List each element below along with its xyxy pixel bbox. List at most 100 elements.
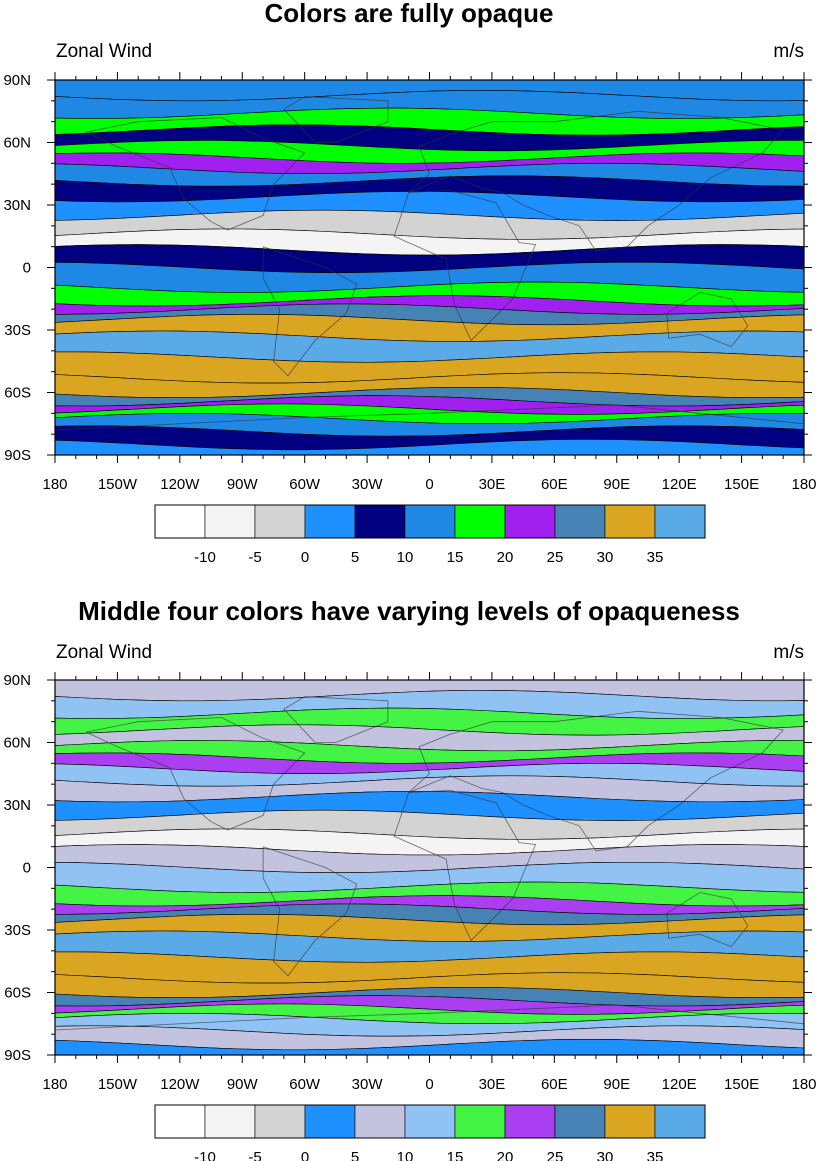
- colorbar-swatch: [254, 504, 306, 539]
- x-tick-label: 30E: [479, 476, 506, 493]
- colorbar-label: 20: [497, 549, 514, 566]
- colorbar-label: 30: [597, 1149, 614, 1161]
- colorbar-swatch: [404, 504, 456, 539]
- panel-1: 180 150W 120W 90W 60W 30W 0 30E 60E 90E 120E 150E 18…: [3, 72, 817, 566]
- colorbar-swatch: [404, 1104, 456, 1139]
- panel-1-title: Colors are fully opaque: [264, 0, 554, 28]
- y-tick-label: 30N: [3, 797, 31, 814]
- colorbar-label: 35: [647, 1149, 664, 1161]
- colorbar-swatch: [454, 1104, 506, 1139]
- y-tick-label: 60S: [4, 385, 31, 402]
- colorbar-frame: [154, 1104, 706, 1139]
- coastline-path: [283, 96, 389, 143]
- colorbar-label: 0: [301, 549, 309, 566]
- colorbar-label: 35: [647, 549, 664, 566]
- colorbar-label: -5: [248, 549, 261, 566]
- coastline-path: [262, 846, 358, 977]
- coastline-path: [86, 717, 306, 831]
- coastline-path: [666, 892, 749, 948]
- colorbar-label: 25: [547, 549, 564, 566]
- colorbar-label: 10: [397, 549, 414, 566]
- x-tick-label: 60E: [541, 1076, 568, 1093]
- x-tick-label: 150W: [98, 1076, 138, 1093]
- panel-2-title: Middle four colors have varying levels o…: [78, 596, 740, 626]
- colorbar-swatch: [304, 504, 356, 539]
- y-tick-label: 90N: [3, 672, 31, 689]
- panel-2: 180 150W 120W 90W 60W 30W 0 30E 60E 90E 120E 150E 18…: [3, 672, 817, 1161]
- colorbar-label: -10: [194, 1149, 216, 1161]
- x-tick-label: 90E: [603, 1076, 630, 1093]
- colorbar-swatch: [604, 1104, 656, 1139]
- x-tick-label: 60W: [289, 1076, 321, 1093]
- y-tick-label: 90S: [4, 1047, 31, 1064]
- panel-1-units-label: m/s: [773, 41, 804, 62]
- x-tick-label: 30W: [352, 1076, 384, 1093]
- colorbar-label: 10: [397, 1149, 414, 1161]
- x-tick-label: 120W: [160, 476, 200, 493]
- contour-field: [55, 680, 804, 1055]
- y-tick-label: 30N: [3, 197, 31, 214]
- colorbar-label: 20: [497, 1149, 514, 1161]
- coastline-path: [393, 189, 537, 342]
- x-tick-label: 30W: [352, 476, 384, 493]
- colorbar-label: 15: [447, 1149, 464, 1161]
- y-tick-label: 0: [23, 860, 31, 877]
- y-tick-label: 0: [23, 260, 31, 277]
- colorbar-swatch: [204, 1104, 256, 1139]
- colorbar-swatch: [354, 1104, 406, 1139]
- x-tick-label: 180: [42, 476, 67, 493]
- colorbar-label: 0: [301, 1149, 309, 1161]
- coastline-path: [262, 246, 358, 377]
- x-tick-label: 180: [42, 1076, 67, 1093]
- x-tick-label: 0: [425, 1076, 433, 1093]
- x-tick-label: 90W: [227, 476, 259, 493]
- coastline-path: [86, 117, 306, 231]
- y-tick-label: 90N: [3, 72, 31, 89]
- x-tick-label: 120W: [160, 1076, 200, 1093]
- x-tick-label: 150W: [98, 476, 138, 493]
- x-tick-label: 120E: [662, 476, 697, 493]
- coastline-path: [283, 696, 389, 743]
- x-tick-label: 120E: [662, 1076, 697, 1093]
- x-tick-label: 60W: [289, 476, 321, 493]
- x-tick-label: 180: [791, 1076, 816, 1093]
- colorbar-frame: [154, 504, 706, 539]
- coastline-path: [55, 1004, 804, 1031]
- y-tick-label: 90S: [4, 447, 31, 464]
- colorbar-swatch: [504, 504, 556, 539]
- colorbar-swatch: [354, 504, 406, 539]
- colorbar-label: 5: [351, 1149, 359, 1161]
- coastline-path: [408, 110, 784, 252]
- colorbar-swatch: [654, 1104, 706, 1139]
- colorbar-label: 25: [547, 1149, 564, 1161]
- x-tick-label: 90E: [603, 476, 630, 493]
- colorbar-label: 30: [597, 549, 614, 566]
- colorbar-swatch: [154, 1104, 206, 1139]
- panel-2-units-label: m/s: [773, 642, 804, 663]
- contour-band: [55, 439, 804, 455]
- colorbar-swatch: [304, 1104, 356, 1139]
- colorbar-label: -5: [248, 1149, 261, 1161]
- y-tick-label: 60S: [4, 985, 31, 1002]
- x-tick-label: 0: [425, 476, 433, 493]
- y-tick-label: 60N: [3, 735, 31, 752]
- panel-2-left-label: Zonal Wind: [56, 642, 153, 663]
- colorbar-swatch: [454, 504, 506, 539]
- colorbar-label: 5: [351, 549, 359, 566]
- colorbar-label: 15: [447, 549, 464, 566]
- panel-1-left-label: Zonal Wind: [56, 41, 153, 62]
- colorbar-swatch: [504, 1104, 556, 1139]
- y-tick-label: 30S: [4, 322, 31, 339]
- colorbar-swatch: [154, 504, 206, 539]
- x-tick-label: 90W: [227, 1076, 259, 1093]
- coastline-path: [666, 292, 749, 348]
- x-tick-label: 150E: [724, 1076, 759, 1093]
- colorbar-swatch: [604, 504, 656, 539]
- coastline-path: [55, 404, 804, 431]
- contour-band: [55, 1039, 804, 1055]
- x-tick-label: 60E: [541, 476, 568, 493]
- coastlines: [55, 696, 804, 1031]
- colorbar-label: -10: [194, 549, 216, 566]
